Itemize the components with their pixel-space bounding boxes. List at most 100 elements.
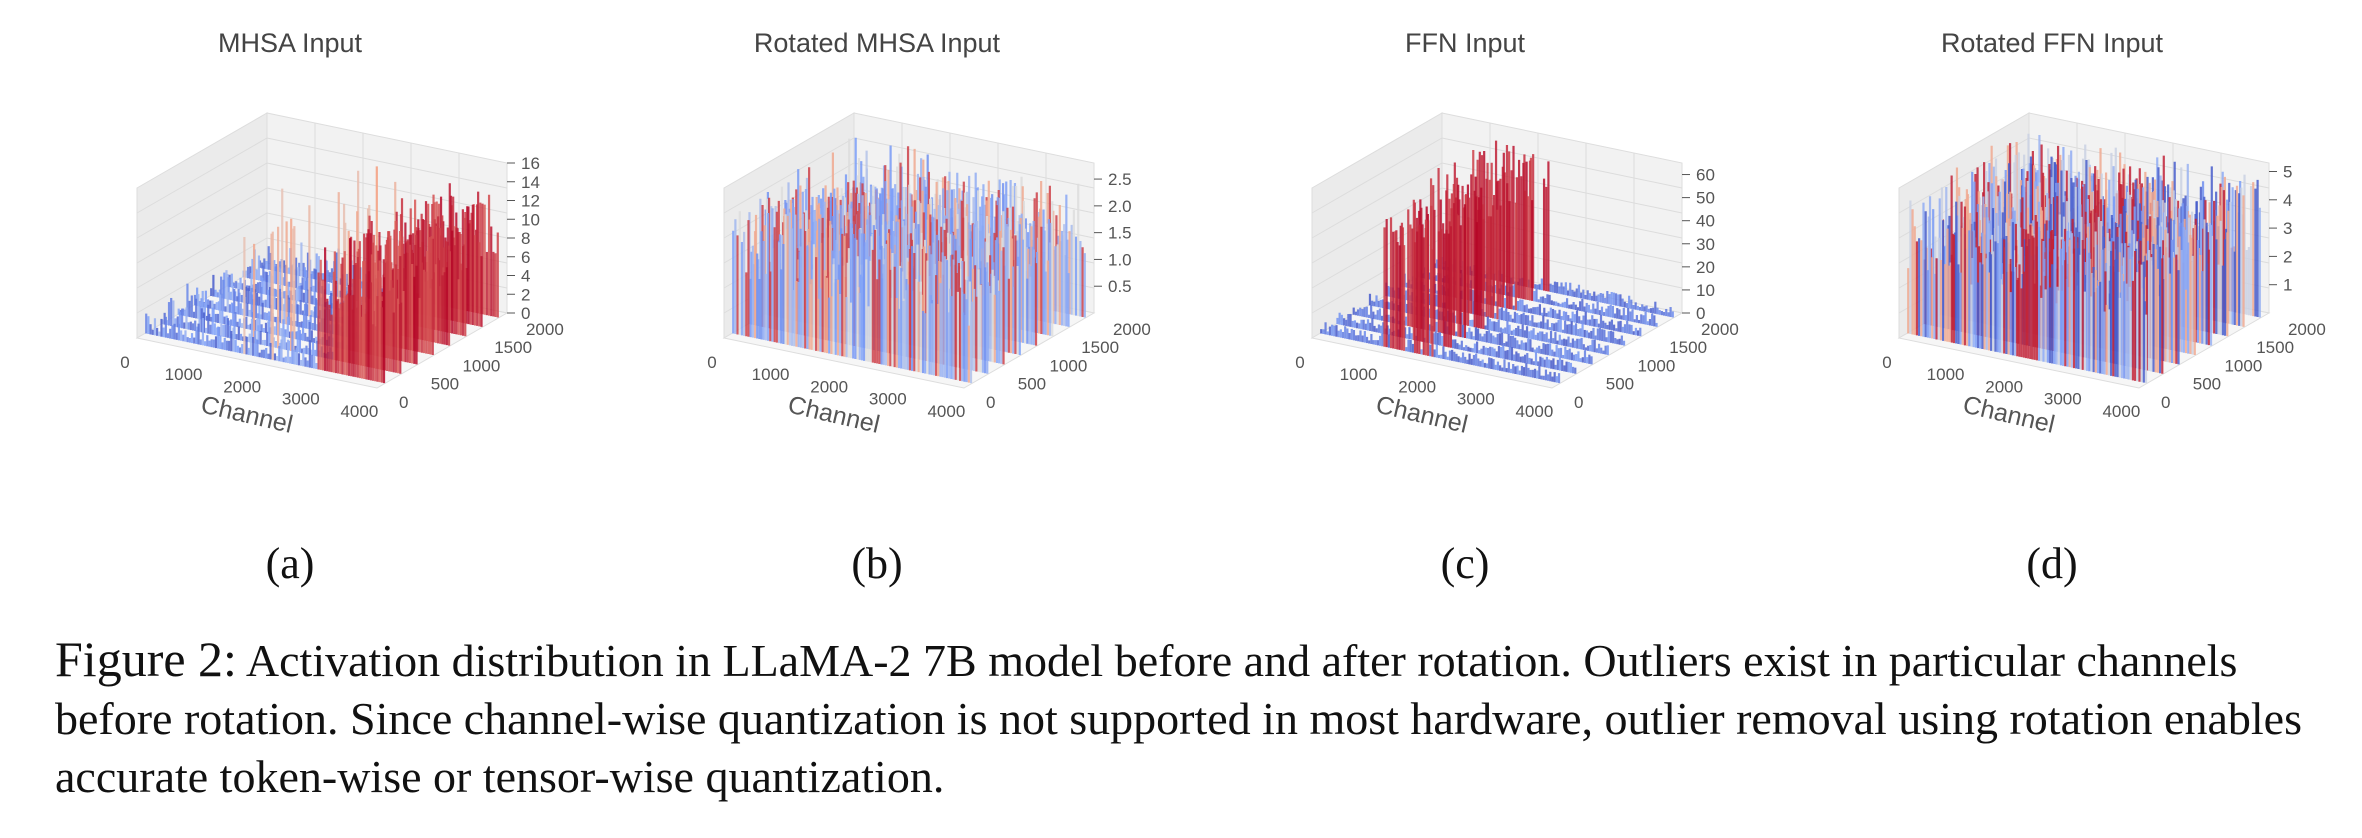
y-tick-label: 2000 bbox=[1113, 320, 1151, 339]
x-tick-label: 0 bbox=[707, 353, 716, 372]
panel-letter: (b) bbox=[851, 539, 902, 588]
panel-a: 0 2 4 6 8 10 12 14 16 0 1000 2000 3000 4000 0 500 1000 15… bbox=[35, 0, 625, 600]
z-tick-label: 6 bbox=[521, 248, 530, 267]
panel-b: 0.5 1.0 1.5 2.0 2.5 0 1000 2000 3000 4000 0 500 1000… bbox=[622, 0, 1212, 600]
z-tick-label: 20 bbox=[1696, 258, 1715, 277]
z-tick-label: 5 bbox=[2283, 162, 2292, 181]
x-tick-label: 3000 bbox=[2044, 390, 2082, 409]
z-tick-label: 0 bbox=[1696, 304, 1705, 323]
panel-d: 1 2 3 4 5 0 1000 2000 3000 4000 0 500 1000 1500 2000 Ch… bbox=[1797, 0, 2362, 600]
z-tick-label: 1 bbox=[2283, 276, 2292, 295]
x-axis-label: Channel bbox=[1373, 391, 1470, 439]
gridline bbox=[723, 137, 1095, 214]
figure-area: 0 2 4 6 8 10 12 14 16 0 1000 2000 3000 4000 0 500 1000 15… bbox=[35, 0, 2362, 600]
z-tick-label: 1.0 bbox=[1108, 250, 1132, 269]
x-tick-label: 1000 bbox=[752, 365, 790, 384]
z-tick-label: 12 bbox=[521, 192, 540, 211]
figure-caption: Figure 2: Activation distribution in LLa… bbox=[55, 630, 2325, 806]
x-tick-label: 2000 bbox=[223, 377, 261, 396]
z-tick-label: 2 bbox=[521, 285, 530, 304]
z-tick-label: 2.0 bbox=[1108, 197, 1132, 216]
y-tick-label: 500 bbox=[1606, 375, 1634, 394]
x-tick-label: 2000 bbox=[810, 377, 848, 396]
panel-c: 0 10 20 30 40 50 60 0 1000 2000 3000 4000 0 500 1000 15… bbox=[1210, 0, 1800, 600]
gridline bbox=[136, 162, 508, 239]
y-tick-label: 500 bbox=[2193, 375, 2221, 394]
panel-letter: (c) bbox=[1441, 539, 1490, 588]
x-tick-label: 0 bbox=[1882, 353, 1891, 372]
gridline bbox=[1311, 137, 1683, 214]
y-tick-label: 1000 bbox=[462, 356, 500, 375]
panel-letter: (d) bbox=[2026, 539, 2077, 588]
z-tick-label: 4 bbox=[2283, 191, 2292, 210]
z-tick-label: 8 bbox=[521, 229, 530, 248]
x-tick-label: 2000 bbox=[1398, 377, 1436, 396]
z-tick-label: 14 bbox=[521, 173, 540, 192]
y-tick-label: 0 bbox=[986, 393, 995, 412]
z-tick-label: 40 bbox=[1696, 212, 1715, 231]
x-tick-label: 3000 bbox=[869, 390, 907, 409]
y-tick-label: 0 bbox=[1574, 393, 1583, 412]
z-tick-label: 30 bbox=[1696, 235, 1715, 254]
gridline bbox=[136, 137, 508, 214]
y-tick-label: 1500 bbox=[494, 338, 532, 357]
z-tick-label: 60 bbox=[1696, 166, 1715, 185]
chart-title: MHSA Input bbox=[218, 28, 363, 58]
z-tick-label: 4 bbox=[521, 267, 530, 286]
z-tick-label: 3 bbox=[2283, 219, 2292, 238]
x-tick-label: 4000 bbox=[1515, 402, 1553, 421]
y-tick-label: 1500 bbox=[2256, 338, 2294, 357]
y-tick-label: 500 bbox=[1018, 375, 1046, 394]
x-tick-label: 0 bbox=[120, 353, 129, 372]
x-tick-label: 3000 bbox=[282, 390, 320, 409]
y-tick-label: 1000 bbox=[1637, 356, 1675, 375]
chart-title: Rotated MHSA Input bbox=[754, 28, 1001, 58]
y-tick-label: 2000 bbox=[1701, 320, 1739, 339]
y-tick-label: 1000 bbox=[1049, 356, 1087, 375]
y-tick-label: 500 bbox=[431, 375, 459, 394]
z-tick-label: 0.5 bbox=[1108, 277, 1132, 296]
gridline bbox=[1311, 187, 1683, 264]
z-tick-label: 16 bbox=[521, 154, 540, 173]
chart-title: Rotated FFN Input bbox=[1941, 28, 2164, 58]
y-tick-label: 0 bbox=[2161, 393, 2170, 412]
y-tick-label: 2000 bbox=[2288, 320, 2326, 339]
y-tick-label: 1000 bbox=[2224, 356, 2262, 375]
caption-text: Activation distribution in LLaMA-2 7B mo… bbox=[55, 635, 2302, 802]
panel-letter: (a) bbox=[266, 539, 315, 588]
caption-label: Figure 2: bbox=[55, 631, 237, 687]
x-tick-label: 4000 bbox=[2102, 402, 2140, 421]
y-tick-label: 1500 bbox=[1081, 338, 1119, 357]
z-tick-label: 0 bbox=[521, 304, 530, 323]
z-tick-label: 50 bbox=[1696, 189, 1715, 208]
y-tick-label: 2000 bbox=[526, 320, 564, 339]
z-tick-label: 2.5 bbox=[1108, 170, 1132, 189]
gridline bbox=[1311, 212, 1683, 289]
x-tick-label: 2000 bbox=[1985, 377, 2023, 396]
x-tick-label: 3000 bbox=[1457, 390, 1495, 409]
x-tick-label: 4000 bbox=[340, 402, 378, 421]
z-tick-label: 10 bbox=[521, 210, 540, 229]
x-tick-label: 1000 bbox=[1927, 365, 1965, 384]
gridline bbox=[1311, 162, 1683, 239]
x-axis-label: Channel bbox=[785, 391, 882, 439]
x-tick-label: 0 bbox=[1295, 353, 1304, 372]
x-tick-label: 1000 bbox=[1340, 365, 1378, 384]
x-axis-label: Channel bbox=[1960, 391, 2057, 439]
z-tick-label: 1.5 bbox=[1108, 224, 1132, 243]
y-tick-label: 1500 bbox=[1669, 338, 1707, 357]
x-tick-label: 4000 bbox=[927, 402, 965, 421]
x-axis-label: Channel bbox=[198, 391, 295, 439]
x-tick-label: 1000 bbox=[165, 365, 203, 384]
chart-title: FFN Input bbox=[1405, 28, 1526, 58]
y-tick-label: 0 bbox=[399, 393, 408, 412]
z-tick-label: 2 bbox=[2283, 247, 2292, 266]
